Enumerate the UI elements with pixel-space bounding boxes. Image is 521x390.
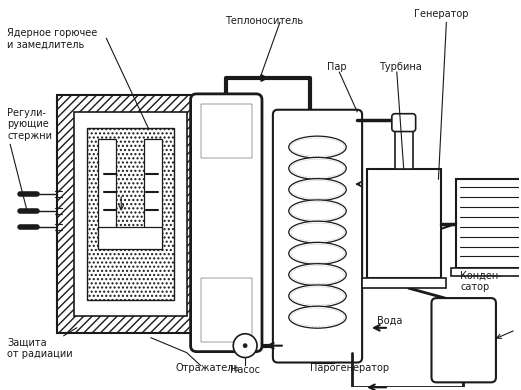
- Bar: [73, 112, 187, 316]
- FancyBboxPatch shape: [431, 298, 496, 382]
- Text: Отражатель: Отражатель: [176, 363, 240, 372]
- Text: Регули-
рующие
стержни: Регули- рующие стержни: [7, 108, 52, 141]
- Ellipse shape: [289, 200, 346, 222]
- Bar: [144, 140, 162, 248]
- Text: Генератор: Генератор: [414, 9, 468, 19]
- Circle shape: [233, 334, 257, 358]
- Text: Турбина: Турбина: [379, 62, 421, 72]
- Ellipse shape: [289, 243, 346, 264]
- Text: Защита
от радиации: Защита от радиации: [7, 338, 73, 359]
- FancyBboxPatch shape: [191, 94, 262, 352]
- Text: Парогенератор: Парогенератор: [309, 363, 389, 372]
- Bar: [57, 95, 204, 333]
- Bar: [456, 179, 521, 268]
- Ellipse shape: [289, 306, 346, 328]
- Ellipse shape: [289, 285, 346, 307]
- Text: Насос: Насос: [230, 365, 260, 376]
- Text: Вода: Вода: [377, 316, 402, 326]
- Ellipse shape: [289, 158, 346, 179]
- FancyBboxPatch shape: [392, 114, 416, 131]
- Bar: [98, 227, 162, 248]
- Bar: [362, 278, 446, 288]
- Bar: [201, 104, 252, 158]
- Bar: [367, 169, 441, 278]
- Bar: [98, 140, 116, 248]
- FancyBboxPatch shape: [273, 110, 362, 363]
- Text: Ядерное горючее
и замедлитель: Ядерное горючее и замедлитель: [7, 28, 97, 50]
- Ellipse shape: [289, 179, 346, 200]
- Bar: [201, 104, 252, 158]
- Bar: [395, 125, 413, 169]
- Text: Теплоноситель: Теплоноситель: [225, 16, 303, 26]
- Bar: [451, 268, 521, 276]
- Circle shape: [243, 344, 247, 347]
- Bar: [201, 278, 252, 342]
- Ellipse shape: [289, 136, 346, 158]
- Text: Конден-
сатор: Конден- сатор: [460, 270, 502, 292]
- Ellipse shape: [289, 221, 346, 243]
- Bar: [201, 278, 252, 342]
- Text: Пар: Пар: [327, 62, 347, 72]
- Ellipse shape: [289, 264, 346, 286]
- Bar: [86, 128, 174, 300]
